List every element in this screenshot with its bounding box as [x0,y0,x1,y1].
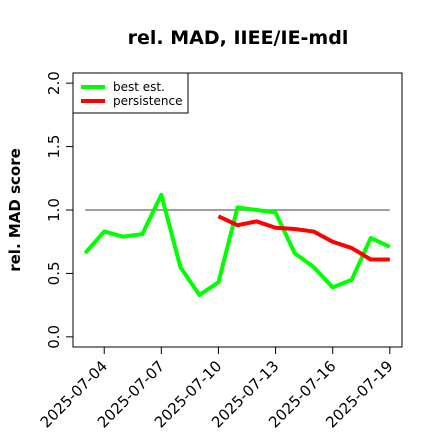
series-line [83,192,391,297]
y-tick-label: 0.0 [45,325,63,349]
y-axis-label: rel. MAD score [6,148,24,272]
y-tick-label: 0.5 [45,261,63,285]
y-tick-label: 1.0 [45,198,63,222]
chart-title: rel. MAD, IIEE/IE-mdl [128,27,349,49]
y-tick-label: 1.5 [45,135,63,159]
y-tick-label: 2.0 [45,71,63,95]
legend-label: persistence [113,94,182,108]
legend-label: best est. [113,80,165,94]
legend-box [72,72,189,114]
series-line [217,214,390,262]
